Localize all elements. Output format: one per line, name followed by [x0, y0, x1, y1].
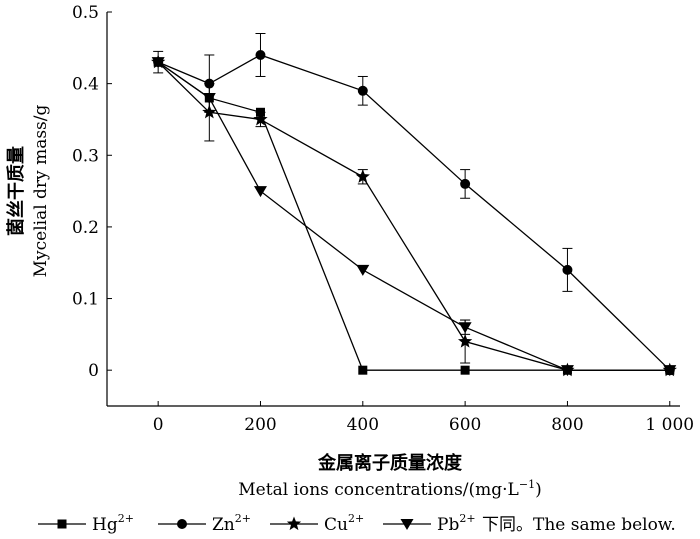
data-point-pb: [560, 365, 574, 377]
data-point-zn: [460, 178, 471, 189]
axes: 0 0.1 0.2 0.3 0.4 0.5 0 200 400 600 800 1 000: [72, 3, 694, 435]
data-point-pb: [356, 264, 370, 276]
x-tick-label: 0: [153, 415, 164, 435]
series-line-pb: [157, 61, 670, 371]
data-point-cu: [457, 334, 473, 348]
data-point-hg: [358, 365, 368, 375]
series-line-cu: [157, 61, 670, 371]
legend-marker-hg: [57, 519, 67, 529]
y-tick-label: 0.1: [72, 290, 99, 310]
data-point-zn: [255, 49, 266, 60]
x-tick-label: 200: [244, 415, 276, 435]
data-point-pb: [253, 186, 267, 198]
data-point-hg: [460, 365, 470, 375]
y-tick-label: 0.4: [72, 75, 99, 95]
data-point-zn: [204, 78, 215, 89]
series-lines: [157, 54, 671, 371]
series-line-zn: [157, 54, 671, 371]
legend-marker-cu: [286, 516, 302, 531]
data-markers: [151, 49, 677, 377]
x-tick-label: 400: [347, 415, 379, 435]
data-point-zn: [562, 264, 573, 275]
x-axis-label-en: Metal ions concentrations/(mg·L−1): [238, 478, 541, 500]
data-point-cu: [253, 111, 268, 126]
y-tick-label: 0.3: [72, 146, 99, 166]
legend: Hg2+ Zn2+ Cu2+ Pb2+ 下同。The same below.: [38, 512, 676, 535]
y-tick-label: 0.2: [72, 218, 99, 238]
data-point-cu: [355, 169, 370, 183]
x-tick-label: 600: [449, 415, 481, 435]
legend-note: 下同。The same below.: [482, 515, 676, 535]
data-point-pb: [151, 57, 165, 69]
legend-label-pb: Pb2+: [437, 512, 476, 535]
x-tick-label: 800: [551, 415, 583, 435]
data-point-cu: [202, 104, 217, 119]
series-line-hg: [157, 61, 670, 371]
error-bars: [153, 32, 573, 364]
x-tick-label: 1 000: [645, 415, 694, 435]
legend-marker-zn: [177, 519, 187, 529]
y-axis-label-en: Mycelial dry mass/g: [31, 105, 51, 278]
data-point-pb: [202, 92, 216, 104]
y-axis-label-cn: 菌丝干质量: [5, 146, 27, 236]
legend-label-cu: Cu2+: [324, 512, 364, 535]
legend-label-zn: Zn2+: [212, 512, 251, 535]
legend-label-hg: Hg2+: [92, 512, 134, 535]
x-axis-label-cn: 金属离子质量浓度: [317, 452, 463, 474]
data-point-zn: [357, 85, 368, 96]
y-tick-label: 0.5: [72, 3, 99, 23]
legend-marker-pb: [400, 519, 414, 530]
y-tick-label: 0: [88, 361, 99, 381]
data-point-pb: [663, 365, 677, 377]
data-point-pb: [458, 322, 472, 334]
